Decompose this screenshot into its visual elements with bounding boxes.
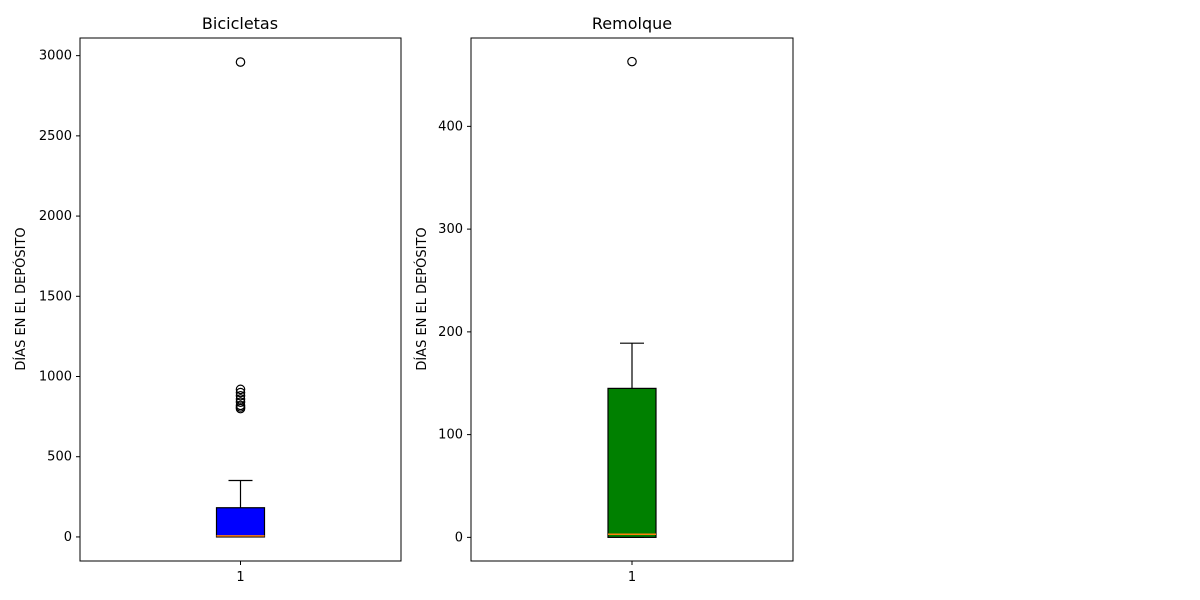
chart-title: Bicicletas [202, 14, 278, 33]
y-axis-label: DÍAS EN EL DEPÓSITO [13, 227, 29, 370]
y-tick-label: 300 [438, 222, 463, 237]
y-axis-label: DÍAS EN EL DEPÓSITO [414, 227, 430, 370]
y-tick-label: 2500 [39, 129, 72, 144]
y-tick-label: 2000 [39, 209, 72, 224]
outlier-point [235, 57, 246, 67]
outlier-point [235, 403, 246, 414]
y-tick-label: 500 [47, 450, 72, 465]
boxplot-panel-bicicletas: Bicicletas DÍAS EN EL DEPÓSITO 0 500 1000 1… [13, 14, 402, 585]
outlier-point [627, 56, 637, 67]
y-tick-label: 0 [64, 530, 72, 545]
y-tick-label: 1000 [39, 370, 72, 385]
outlier-point [235, 390, 246, 401]
box [215, 507, 266, 538]
outlier-point [235, 387, 246, 398]
box [607, 387, 657, 538]
y-tick-label: 400 [438, 119, 463, 134]
chart-title: Remolque [592, 14, 672, 33]
boxplot-panel-remolque: Remolque DÍAS EN EL DEPÓSITO 0 100 200 300 4… [414, 14, 794, 585]
y-tick-label: 1500 [39, 289, 72, 304]
x-tick-label: 1 [628, 570, 636, 585]
x-tick-label: 1 [236, 570, 244, 585]
y-tick-label: 0 [455, 530, 463, 545]
outlier-point [235, 384, 246, 395]
outlier-point [235, 397, 246, 407]
y-tick-label: 200 [438, 325, 463, 340]
y-tick-label: 3000 [39, 49, 72, 64]
y-tick-label: 100 [438, 428, 463, 443]
